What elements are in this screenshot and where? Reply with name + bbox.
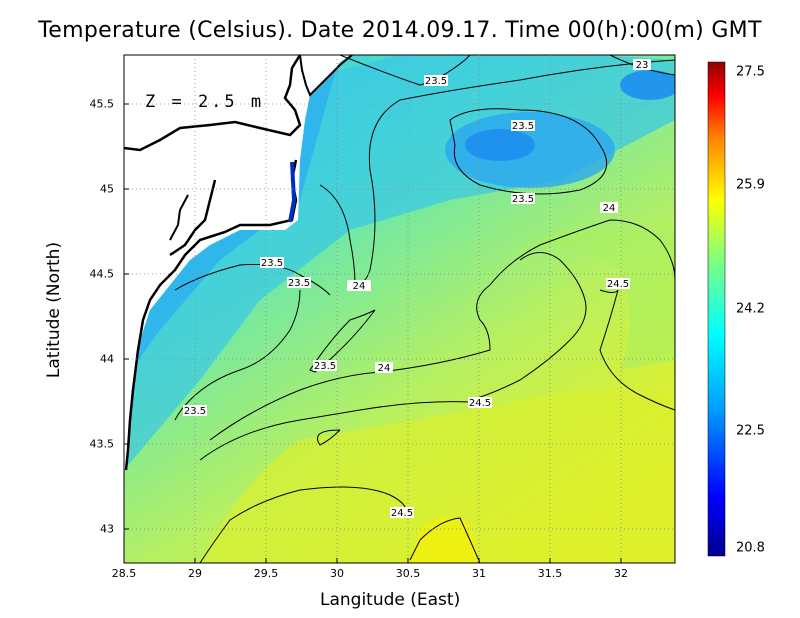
- contour-label: 23: [636, 60, 649, 71]
- colorbar-tick-label: 22.5: [736, 423, 765, 439]
- contour-lines: [174, 55, 675, 563]
- x-tick-label: 29: [188, 567, 202, 580]
- x-tick-label: 30.5: [395, 567, 421, 580]
- colorbar: [707, 61, 726, 557]
- y-tick-label: 43: [100, 522, 114, 536]
- colorbar-tick-label: 27.5: [736, 64, 765, 80]
- contour-label-group: 23 23.5 23.5 24 23.5 23.5 23.5 24.5 24 2…: [183, 59, 651, 519]
- contour-label: 23.5: [425, 76, 447, 87]
- colorbar-tick-label: 25.9: [736, 177, 765, 193]
- depth-label: Z = 2.5 m: [145, 92, 265, 112]
- contour-label: 24.5: [391, 508, 413, 519]
- map-frame: [123, 54, 676, 564]
- x-tick-label: 29.5: [253, 567, 279, 580]
- colorbar-tick-label: 20.8: [736, 540, 765, 556]
- contour-label: 23.5: [184, 406, 206, 417]
- y-tick-label: 43.5: [89, 437, 115, 451]
- y-tick-label: 45: [100, 182, 114, 196]
- contour-label: 23.5: [261, 258, 283, 269]
- x-tick-label: 31.5: [537, 567, 563, 580]
- axis-ticks: [123, 103, 622, 563]
- contour-label: 24: [353, 281, 366, 292]
- y-axis-label: Latitude (North): [44, 241, 64, 379]
- colorbar-tick-label: 24.2: [736, 301, 765, 317]
- x-tick-label: 30: [330, 567, 344, 580]
- contour-label: 23.5: [512, 121, 534, 132]
- grid-lines: [124, 55, 675, 563]
- contour-label: 24.5: [469, 398, 491, 409]
- x-tick-label: 28.5: [111, 567, 137, 580]
- y-tick-label: 44.5: [89, 267, 115, 281]
- y-tick-label: 45.5: [89, 97, 115, 111]
- x-axis-label: Langitude (East): [320, 590, 461, 610]
- contour-label: 24.5: [607, 279, 629, 290]
- land-area: [124, 55, 353, 471]
- contour-label: 23.5: [288, 278, 310, 289]
- y-tick-label: 44: [100, 352, 114, 366]
- contour-label: 23.5: [314, 361, 336, 372]
- contour-label: 24: [378, 363, 391, 374]
- x-tick-label: 31: [472, 567, 486, 580]
- contour-label: 23.5: [512, 194, 534, 205]
- x-tick-label: 32: [614, 567, 628, 580]
- map-title: Temperature (Celsius). Date 2014.09.17. …: [38, 18, 762, 43]
- contour-label: 24: [603, 203, 616, 214]
